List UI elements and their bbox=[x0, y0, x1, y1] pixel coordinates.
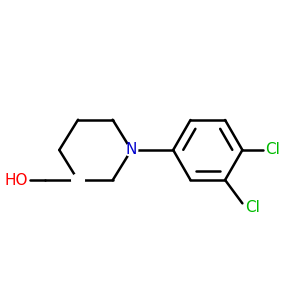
Text: Cl: Cl bbox=[266, 142, 280, 158]
Circle shape bbox=[125, 144, 138, 156]
Circle shape bbox=[72, 174, 84, 187]
Text: HO: HO bbox=[4, 173, 28, 188]
Text: Cl: Cl bbox=[245, 200, 260, 214]
Text: N: N bbox=[126, 142, 137, 158]
